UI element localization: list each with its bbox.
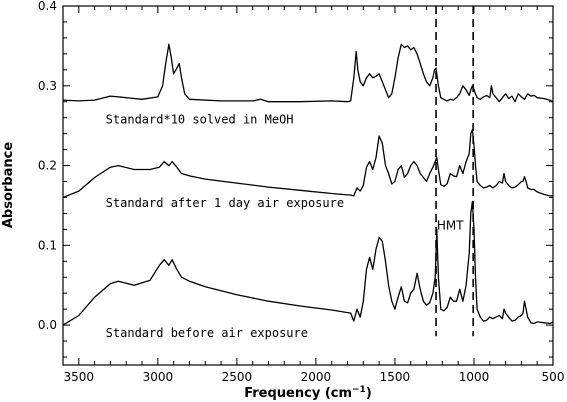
series-line-1 [62, 200, 554, 326]
y-axis-ticks: 0.0 0.1 0.2 0.3 0.4 [38, 0, 553, 358]
x-tick-label: 3500 [64, 370, 95, 384]
x-tick-label: 2500 [222, 370, 253, 384]
x-tick-label: 3000 [143, 370, 174, 384]
series-line-2 [62, 129, 553, 199]
x-tick-label: 1000 [459, 370, 490, 384]
x-axis-title-main: Frequency (cm [244, 386, 352, 401]
series-layer [62, 43, 554, 326]
marker-layer [435, 6, 474, 337]
x-axis-title-close: ) [366, 386, 372, 401]
series-line-3 [62, 43, 554, 103]
annotation-layer: Standard*10 solved in MeOH Standard after… [106, 112, 465, 340]
series-annotation-3: Standard before air exposure [106, 326, 308, 340]
plot-frame [62, 5, 554, 366]
series-annotation-2: Standard after 1 day air exposure [106, 196, 344, 210]
y-tick-label: 0.2 [38, 159, 57, 173]
y-tick-label: 0.4 [38, 0, 57, 13]
x-tick-label: 500 [542, 370, 565, 384]
x-tick-label: 1500 [380, 370, 411, 384]
x-axis-title-sup: −1 [352, 385, 366, 395]
y-tick-label: 0.1 [38, 238, 57, 252]
x-axis-ticks: 3500 3000 2500 2000 1500 1000 500 [62, 6, 565, 384]
series-annotation-1: Standard*10 solved in MeOH [106, 112, 294, 126]
x-tick-label: 2000 [301, 370, 332, 384]
y-tick-label: 0.0 [38, 318, 57, 332]
x-axis-title: Frequency (cm−1) [244, 385, 372, 401]
y-axis-title: Absorbance [1, 142, 16, 228]
hmt-label: HMT [437, 218, 464, 232]
y-tick-label: 0.3 [38, 79, 57, 93]
